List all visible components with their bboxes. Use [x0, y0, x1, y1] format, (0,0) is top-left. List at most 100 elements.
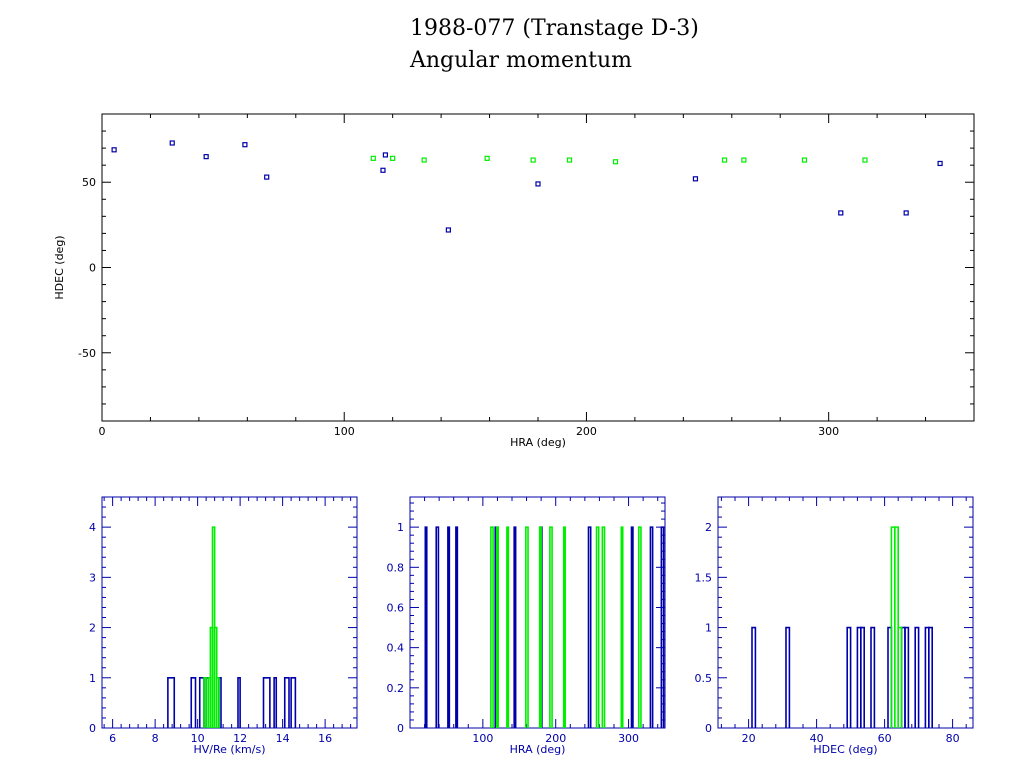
y-tick-label: 0.5: [695, 672, 713, 685]
histogram-bar: [785, 626, 791, 728]
histogram-bar: [870, 626, 876, 728]
series-blue: [424, 526, 665, 728]
y-tick-label: -50: [78, 347, 96, 360]
data-point: [838, 210, 844, 216]
series-green: [203, 526, 220, 728]
plot-3: 20 40 60 80 0 0.5 1 1.5 2 HDEC (deg): [695, 496, 974, 756]
data-point: [111, 147, 117, 153]
histogram-bar: [190, 676, 197, 728]
data-point: [390, 155, 396, 161]
y-axis-label: HDEC (deg): [53, 235, 66, 299]
data-point: [242, 142, 248, 148]
plot-frame: [101, 496, 358, 729]
x-tick-label: 16: [318, 732, 332, 745]
histogram-bar: [637, 526, 642, 728]
x-tick-label: 10: [191, 732, 205, 745]
data-point: [741, 157, 747, 163]
histogram-bar: [495, 526, 499, 728]
y-tick-label: 0.2: [387, 682, 405, 695]
histogram-bar: [262, 676, 271, 728]
histogram-bar: [630, 526, 634, 728]
y-tick-label: 3: [89, 571, 96, 584]
x-tick-label: 80: [946, 732, 960, 745]
plot-frame: [101, 113, 975, 422]
y-tick-label: 0: [397, 722, 404, 735]
x-tick-label: 60: [878, 732, 892, 745]
y-tick-label: 0.6: [387, 601, 405, 614]
histogram-bar: [215, 676, 220, 728]
y-tick-label: 50: [82, 176, 96, 189]
data-point: [530, 157, 536, 163]
plot-frame: [409, 496, 666, 729]
x-tick-label: 6: [109, 732, 116, 745]
y-tick-label: 0: [89, 722, 96, 735]
x-tick-label: 100: [334, 425, 355, 438]
histogram-bar: [660, 526, 665, 728]
histogram-bar: [525, 526, 529, 728]
histogram-bar: [506, 526, 510, 728]
y-tick-label: 0: [89, 262, 96, 275]
histogram-bar: [846, 626, 852, 728]
histogram-bar: [751, 626, 757, 728]
histogram-bar: [904, 626, 910, 728]
histogram-bar: [447, 526, 451, 728]
x-tick-label: 20: [742, 732, 756, 745]
x-tick-label: 8: [152, 732, 159, 745]
data-point: [370, 155, 376, 161]
x-axis-label: HV/Re (km/s): [193, 743, 265, 756]
data-point: [692, 176, 699, 182]
data-point: [484, 155, 490, 161]
histogram-bar: [649, 526, 654, 728]
x-tick-label: 300: [818, 425, 839, 438]
data-point: [203, 154, 209, 160]
histogram-bar: [283, 676, 290, 728]
histogram-bar: [595, 526, 600, 728]
x-tick-label: 40: [810, 732, 824, 745]
histogram-bar: [167, 676, 176, 728]
data-point: [264, 174, 270, 180]
y-tick-label: 1: [705, 622, 712, 635]
x-axis-label: HDEC (deg): [813, 743, 877, 756]
y-tick-label: 0.4: [387, 642, 405, 655]
x-tick-label: 12: [233, 732, 247, 745]
y-tick-label: 1: [89, 672, 96, 685]
y-tick-label: 0.8: [387, 561, 405, 574]
data-point: [421, 157, 427, 163]
data-point: [382, 152, 388, 158]
histogram-bar: [860, 626, 865, 728]
data-point: [903, 210, 909, 216]
data-point: [937, 160, 943, 167]
histogram-bar: [490, 526, 494, 728]
chart-title: 1988-077 (Transtage D-3): [410, 16, 699, 41]
y-tick-label: 0: [705, 722, 712, 735]
histogram-bar: [549, 526, 553, 728]
histogram-bar: [620, 526, 624, 728]
histogram-bar: [513, 526, 517, 728]
series-blue: [167, 676, 297, 728]
data-point: [612, 159, 619, 165]
histogram-bar: [587, 526, 592, 728]
histogram-bar: [914, 626, 920, 728]
x-tick-label: 200: [576, 425, 597, 438]
x-axis-label: HRA (deg): [510, 743, 566, 756]
plot-2: 100 200 300 0 0.2 0.4 0.6 0.8 1 HRA (deg): [387, 496, 666, 756]
plot-frame: [717, 496, 974, 729]
series-green: [370, 155, 868, 165]
data-point: [566, 157, 573, 163]
series-green: [490, 526, 642, 728]
histogram-bar: [237, 676, 241, 728]
series-green: [890, 526, 903, 728]
histogram-bar: [424, 526, 428, 728]
y-tick-label: 2: [89, 622, 96, 635]
histogram-bar: [455, 526, 459, 728]
x-axis-label: HRA (deg): [510, 436, 566, 449]
histogram-bar: [928, 626, 933, 728]
data-point: [445, 227, 451, 233]
x-tick-label: 300: [618, 732, 639, 745]
data-point: [380, 167, 386, 173]
x-tick-label: 200: [545, 732, 566, 745]
y-tick-label: 2: [705, 521, 712, 534]
series-blue: [751, 626, 933, 728]
